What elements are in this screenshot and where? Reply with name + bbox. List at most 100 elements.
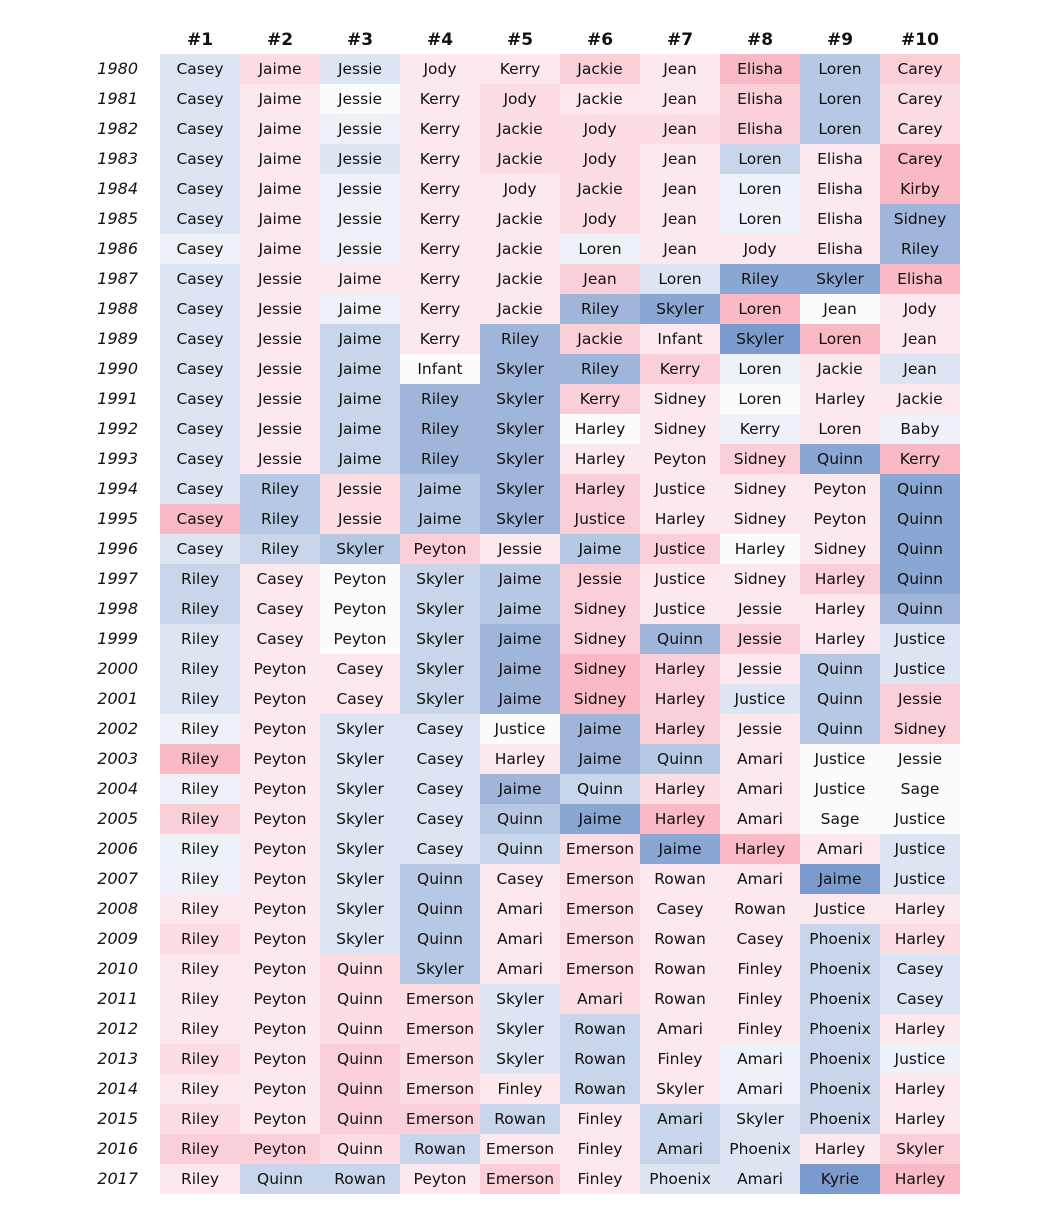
heatmap-cell: Skyler xyxy=(400,654,480,684)
heatmap-cell: Jaime xyxy=(560,744,640,774)
heatmap-cell: Amari xyxy=(720,1074,800,1104)
heatmap-cell: Kerry xyxy=(400,324,480,354)
year-label: 1995 xyxy=(97,509,138,528)
year-label: 2017 xyxy=(97,1169,138,1188)
heatmap-cell: Kerry xyxy=(400,294,480,324)
heatmap-cell: Jody xyxy=(560,114,640,144)
heatmap-cell: Quinn xyxy=(880,504,960,534)
heatmap-cell: Harley xyxy=(560,414,640,444)
heatmap-cell: Amari xyxy=(640,1014,720,1044)
year-label: 1983 xyxy=(97,149,138,168)
heatmap-cell: Skyler xyxy=(320,774,400,804)
rank-header: #2 xyxy=(266,30,294,50)
heatmap-cell: Emerson xyxy=(560,954,640,984)
heatmap-cell: Quinn xyxy=(800,444,880,474)
heatmap-cell: Kerry xyxy=(480,54,560,84)
heatmap-cell: Peyton xyxy=(240,714,320,744)
heatmap-cell: Justice xyxy=(720,684,800,714)
year-label: 1997 xyxy=(97,569,138,588)
heatmap-cell: Finley xyxy=(720,1014,800,1044)
heatmap-cell: Riley xyxy=(160,774,240,804)
year-label: 1991 xyxy=(97,389,138,408)
heatmap-cell: Loren xyxy=(640,264,720,294)
heatmap-cell: Sidney xyxy=(640,384,720,414)
heatmap-cell: Jaime xyxy=(240,114,320,144)
heatmap-cell: Jaime xyxy=(320,444,400,474)
heatmap-cell: Peyton xyxy=(240,834,320,864)
year-label: 1992 xyxy=(97,419,138,438)
heatmap-cell: Jessie xyxy=(320,54,400,84)
year-label: 2007 xyxy=(97,869,138,888)
heatmap-cell: Emerson xyxy=(560,894,640,924)
heatmap-cell: Riley xyxy=(160,654,240,684)
heatmap-cell: Quinn xyxy=(560,774,640,804)
heatmap-cell: Jean xyxy=(640,114,720,144)
heatmap-cell: Phoenix xyxy=(800,1074,880,1104)
year-label: 1982 xyxy=(97,119,138,138)
heatmap-cell: Casey xyxy=(400,744,480,774)
heatmap-cell: Peyton xyxy=(320,564,400,594)
heatmap-cell: Emerson xyxy=(560,924,640,954)
heatmap-cell: Skyler xyxy=(400,954,480,984)
heatmap-cell: Casey xyxy=(400,714,480,744)
heatmap-cell: Peyton xyxy=(240,774,320,804)
heatmap-cell: Riley xyxy=(160,594,240,624)
heatmap-cell: Jackie xyxy=(800,354,880,384)
heatmap-cell: Harley xyxy=(640,804,720,834)
heatmap-cell: Amari xyxy=(480,924,560,954)
heatmap-cell: Loren xyxy=(720,144,800,174)
heatmap-cell: Casey xyxy=(400,774,480,804)
heatmap-cell: Jody xyxy=(480,174,560,204)
heatmap-cell: Casey xyxy=(160,264,240,294)
heatmap-cell: Casey xyxy=(160,444,240,474)
heatmap-cell: Jaime xyxy=(240,174,320,204)
year-label: 2004 xyxy=(97,779,138,798)
heatmap-cell: Riley xyxy=(160,1014,240,1044)
rank-header: #3 xyxy=(346,30,374,50)
heatmap-cell: Justice xyxy=(880,624,960,654)
heatmap-cell: Jackie xyxy=(480,204,560,234)
heatmap-cell: Emerson xyxy=(400,984,480,1014)
heatmap-cell: Harley xyxy=(640,714,720,744)
heatmap-cell: Jessie xyxy=(320,504,400,534)
heatmap-cell: Sidney xyxy=(720,474,800,504)
heatmap-cell: Loren xyxy=(800,84,880,114)
heatmap-cell: Rowan xyxy=(320,1164,400,1194)
heatmap-cell: Jean xyxy=(640,234,720,264)
heatmap-cell: Rowan xyxy=(640,924,720,954)
heatmap-cell: Quinn xyxy=(880,534,960,564)
heatmap-cell: Skyler xyxy=(640,294,720,324)
heatmap-cell: Justice xyxy=(880,654,960,684)
heatmap-cell: Baby xyxy=(880,414,960,444)
heatmap-cell: Kerry xyxy=(400,84,480,114)
heatmap-cell: Harley xyxy=(720,534,800,564)
year-label: 1998 xyxy=(97,599,138,618)
year-label: 2003 xyxy=(97,749,138,768)
heatmap-cell: Kerry xyxy=(400,264,480,294)
heatmap-cell: Jaime xyxy=(480,564,560,594)
heatmap-cell: Jaime xyxy=(400,474,480,504)
heatmap-cell: Harley xyxy=(880,924,960,954)
heatmap-cell: Carey xyxy=(880,144,960,174)
year-label: 2013 xyxy=(97,1049,138,1068)
heatmap-cell: Casey xyxy=(160,294,240,324)
heatmap-cell: Phoenix xyxy=(800,1014,880,1044)
year-label: 1993 xyxy=(97,449,138,468)
heatmap-cell: Riley xyxy=(400,444,480,474)
heatmap-cell: Harley xyxy=(880,1074,960,1104)
heatmap-cell: Riley xyxy=(400,384,480,414)
heatmap-cell: Jody xyxy=(880,294,960,324)
heatmap-cell: Quinn xyxy=(320,1074,400,1104)
heatmap-cell: Loren xyxy=(720,294,800,324)
heatmap-cell: Casey xyxy=(160,474,240,504)
heatmap-cell: Casey xyxy=(400,834,480,864)
heatmap-cell: Sidney xyxy=(880,714,960,744)
heatmap-cell: Riley xyxy=(560,354,640,384)
heatmap-cell: Jessie xyxy=(880,684,960,714)
heatmap-cell: Harley xyxy=(880,894,960,924)
heatmap-cell: Skyler xyxy=(480,354,560,384)
heatmap-cell: Skyler xyxy=(480,1044,560,1074)
heatmap-cell: Riley xyxy=(160,714,240,744)
heatmap-cell: Peyton xyxy=(240,864,320,894)
heatmap-cell: Rowan xyxy=(720,894,800,924)
